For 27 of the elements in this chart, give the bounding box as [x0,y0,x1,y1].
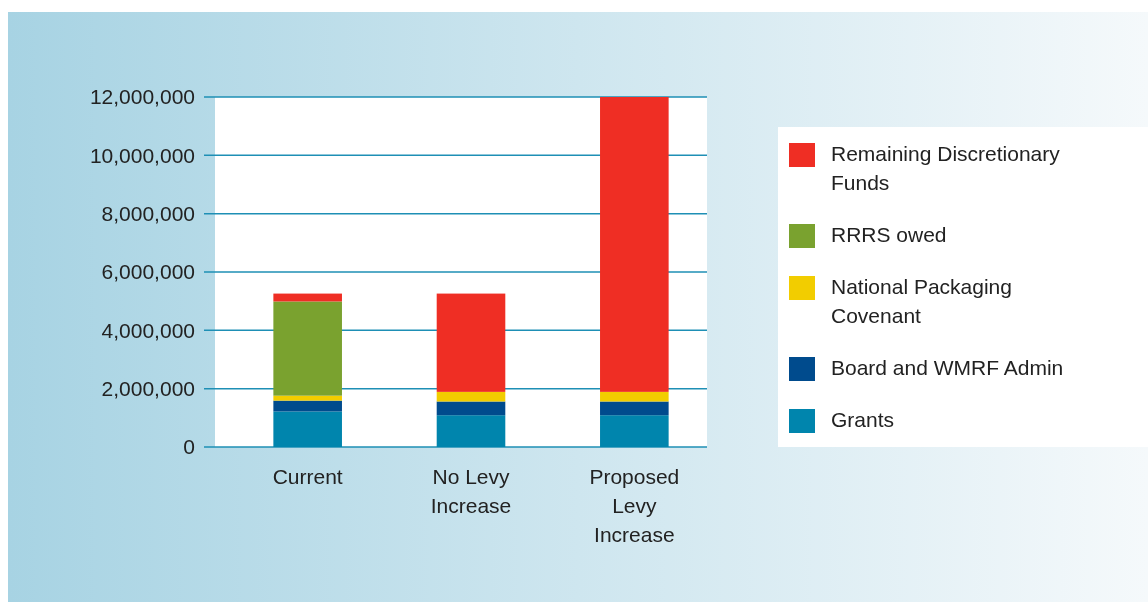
legend-label: RRRS owed [831,223,947,246]
legend-label: Grants [831,408,895,431]
bar [600,415,669,447]
bar [436,415,506,447]
y-tick-label: 2,000,000 [101,377,195,401]
bar [273,301,342,396]
x-tick-label: No Levy Increase [430,465,512,517]
bar [600,401,669,416]
x-tick-label: Current [272,465,343,488]
y-tick-label: 0 [183,435,195,459]
y-tick-label: 10,000,000 [89,143,195,167]
legend-label: Remaining Discretionary Funds [831,142,1061,194]
y-tick-label: 12,000,000 [89,85,195,109]
bar [600,97,669,392]
x-tick-label: Proposed Levy Increase [589,465,680,546]
bar [273,395,342,401]
bar [273,400,342,412]
bar [600,391,669,402]
y-tick-label: 4,000,000 [101,318,195,342]
legend-label: Board and WMRF Admin [831,356,1064,379]
y-tick-label: 6,000,000 [101,260,195,284]
bar [436,401,506,416]
legend-label: National Packaging Covenant [831,275,1012,327]
bar [436,293,506,392]
bar [273,411,342,447]
bar [436,391,506,402]
y-tick-label: 8,000,000 [101,202,195,226]
